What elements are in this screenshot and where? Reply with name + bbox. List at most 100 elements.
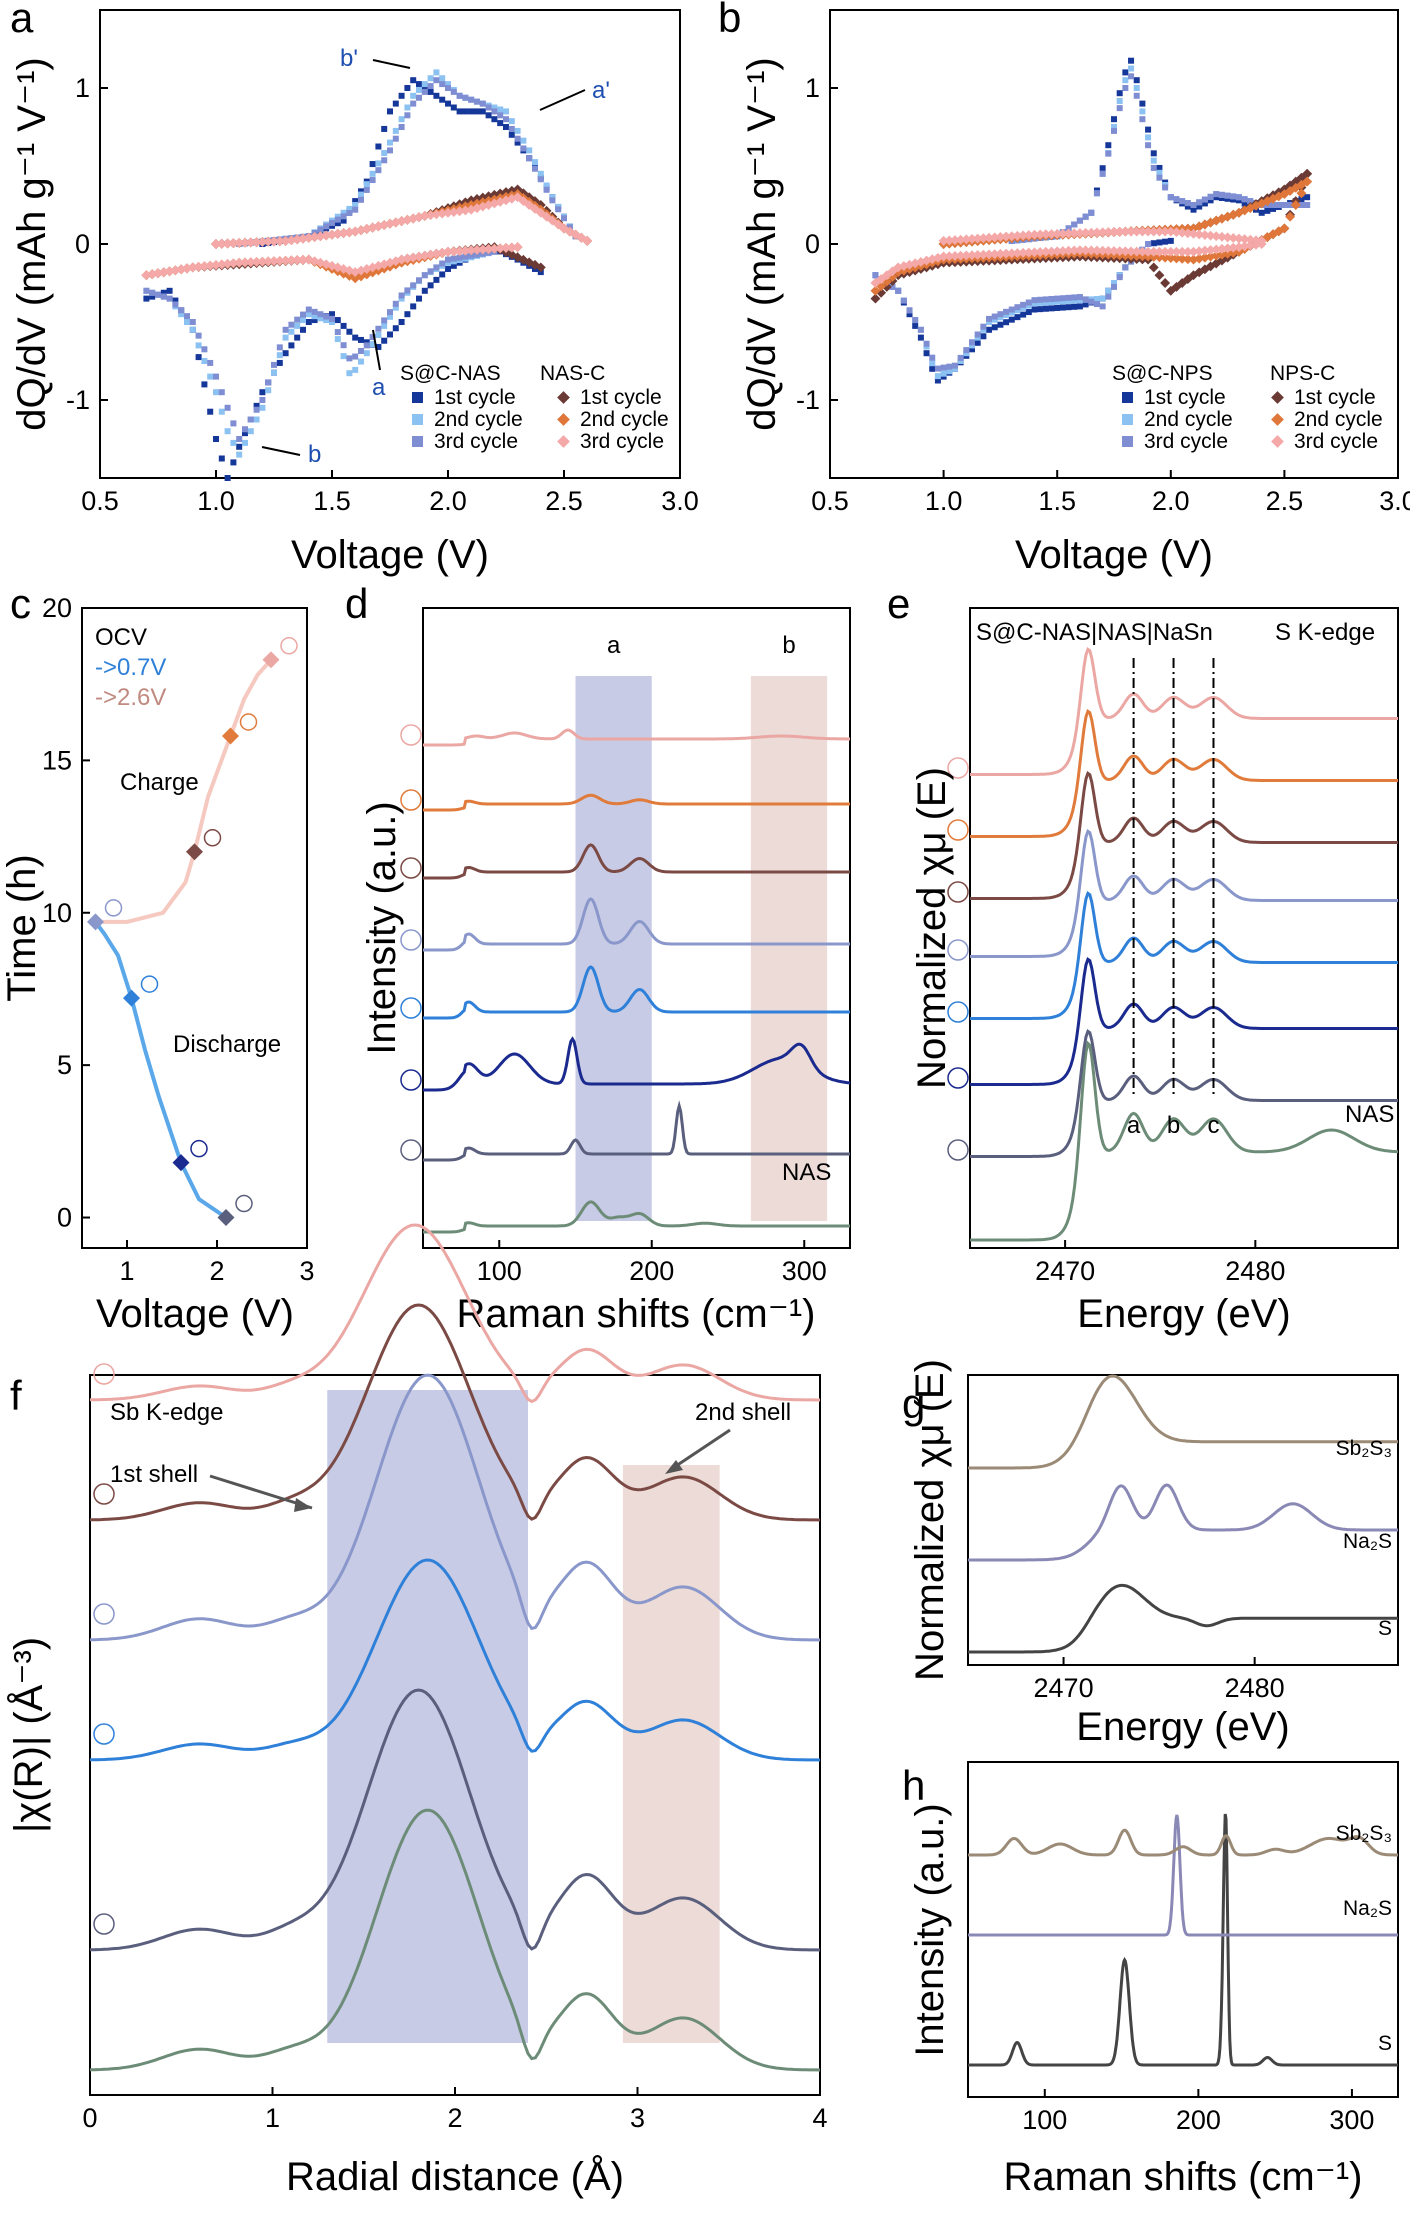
data-point — [1074, 228, 1085, 239]
data-point — [340, 353, 347, 360]
data-point — [276, 344, 283, 351]
data-point — [445, 100, 451, 107]
spectrum-1 — [423, 1100, 850, 1162]
data-point — [294, 322, 301, 329]
data-point — [462, 108, 469, 115]
data-point — [242, 430, 248, 437]
data-point — [485, 112, 492, 119]
data-point — [280, 255, 291, 266]
data-point — [375, 160, 382, 167]
data-point — [274, 255, 285, 266]
data-point — [193, 261, 204, 272]
data-point — [1063, 228, 1074, 239]
data-point — [1256, 235, 1267, 246]
data-point — [387, 147, 393, 154]
data-point — [398, 116, 405, 123]
data-point — [955, 250, 966, 261]
data-point — [1111, 116, 1117, 123]
ft-spectrum — [90, 1223, 820, 1404]
data-point — [211, 260, 221, 271]
x-tick-label: 2.5 — [545, 486, 583, 516]
legend-title: S@C-NAS — [400, 362, 501, 385]
data-point — [1092, 245, 1102, 256]
data-point — [398, 295, 405, 302]
data-point — [392, 127, 399, 134]
ref-spectrum — [968, 1583, 1398, 1654]
ref-label-nas: NAS — [1345, 1101, 1394, 1128]
data-point — [1304, 194, 1311, 201]
data-point — [991, 324, 998, 331]
data-point — [1093, 190, 1100, 197]
data-point — [346, 205, 353, 212]
data-point — [1111, 280, 1117, 286]
data-point — [218, 389, 225, 396]
step-badge — [93, 1363, 115, 1385]
data-point — [149, 293, 156, 300]
data-point — [1097, 227, 1108, 238]
legend-marker — [557, 391, 570, 404]
data-point — [526, 147, 533, 154]
data-point — [274, 236, 285, 247]
data-point — [978, 249, 989, 260]
spectrum-7 — [423, 728, 850, 747]
data-point — [1145, 142, 1152, 149]
y-tick-label: 0 — [805, 229, 820, 259]
data-point — [1150, 164, 1157, 171]
data-point — [300, 311, 306, 318]
step-badge — [947, 1139, 969, 1161]
data-point — [1105, 142, 1112, 149]
data-point — [352, 202, 359, 208]
data-point — [346, 209, 353, 216]
data-point — [305, 311, 312, 318]
data-point — [1031, 300, 1038, 307]
data-point — [253, 416, 260, 423]
data-point — [1025, 302, 1032, 309]
time-point — [222, 727, 239, 745]
data-point — [974, 339, 981, 346]
data-point — [421, 85, 428, 91]
data-point — [466, 245, 477, 256]
data-point — [392, 135, 399, 142]
annotation-b-prime: b' — [340, 45, 358, 72]
data-point — [211, 239, 221, 249]
data-point — [1264, 207, 1271, 214]
data-point — [929, 354, 936, 361]
data-point — [317, 315, 324, 322]
data-point — [1230, 193, 1237, 200]
data-point — [1165, 253, 1176, 263]
panel-f-series — [89, 1223, 821, 2072]
x-tick-label: 2.0 — [1152, 486, 1190, 516]
panel-g-xlabel: Energy (eV) — [1076, 1705, 1289, 1749]
data-point — [1014, 307, 1021, 314]
legend-label: 3rd cycle — [1144, 430, 1228, 453]
data-point — [178, 311, 185, 318]
data-point — [1014, 314, 1021, 321]
data-point — [329, 219, 335, 226]
data-point — [474, 108, 480, 115]
data-point — [1126, 226, 1136, 237]
data-point — [1120, 226, 1131, 237]
data-point — [1196, 203, 1203, 210]
highlight-band — [575, 676, 652, 1221]
panel-g-series: S Na₂S Sb₂S₃ — [968, 1374, 1398, 1654]
data-point — [421, 81, 428, 88]
data-point — [294, 316, 301, 323]
data-point — [1131, 246, 1142, 257]
panel-e-edge-label: S K-edge — [1275, 619, 1375, 646]
data-point — [1230, 196, 1237, 203]
data-point — [1128, 57, 1135, 64]
data-point — [1156, 169, 1163, 176]
data-point — [392, 100, 399, 107]
data-point — [1023, 230, 1034, 240]
data-point — [456, 92, 463, 99]
data-point — [1171, 253, 1182, 264]
data-point — [199, 261, 210, 272]
data-point — [358, 347, 364, 354]
data-point — [369, 341, 376, 348]
data-point — [1082, 296, 1089, 303]
discharge-label: Discharge — [173, 1031, 281, 1058]
data-point — [1080, 227, 1091, 238]
data-point — [427, 282, 434, 289]
